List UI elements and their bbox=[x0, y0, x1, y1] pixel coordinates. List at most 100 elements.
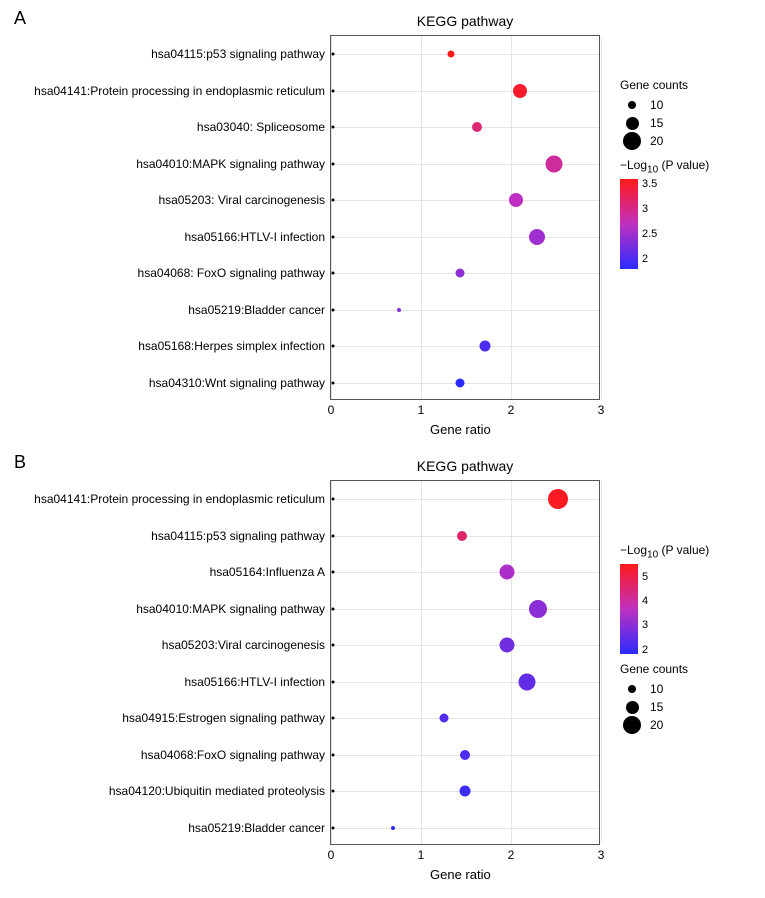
ytick-dot bbox=[332, 607, 335, 610]
figure: AKEGG pathway0123hsa04115:p53 signaling … bbox=[0, 0, 765, 898]
x-axis-title: Gene ratio bbox=[430, 422, 491, 437]
gridline-horizontal bbox=[331, 828, 599, 829]
data-point bbox=[391, 826, 395, 830]
gridline-vertical bbox=[601, 481, 602, 844]
colorbar-tick: 5 bbox=[642, 571, 648, 583]
plot-area: 0123hsa04115:p53 signaling pathwayhsa041… bbox=[330, 35, 600, 400]
x-axis-title: Gene ratio bbox=[430, 867, 491, 882]
gridline-horizontal bbox=[331, 718, 599, 719]
ytick-dot bbox=[332, 53, 335, 56]
legend-size-item: 10 bbox=[620, 96, 709, 114]
ytick-dot bbox=[332, 571, 335, 574]
legend-size-title: Gene counts bbox=[620, 78, 709, 92]
gridline-horizontal bbox=[331, 682, 599, 683]
xtick-label: 1 bbox=[418, 403, 425, 417]
pathway-label: hsa04115:p53 signaling pathway bbox=[151, 529, 325, 543]
ytick-dot bbox=[332, 381, 335, 384]
colorbar-tick: 4 bbox=[642, 595, 648, 607]
ytick-dot bbox=[332, 162, 335, 165]
legend-size-label: 20 bbox=[650, 134, 663, 148]
xtick-label: 1 bbox=[418, 848, 425, 862]
legend-size-title: Gene counts bbox=[620, 662, 709, 676]
gridline-horizontal bbox=[331, 237, 599, 238]
plot-title: KEGG pathway bbox=[415, 458, 515, 474]
data-point bbox=[397, 308, 401, 312]
ytick-dot bbox=[332, 534, 335, 537]
gridline-horizontal bbox=[331, 54, 599, 55]
ytick-dot bbox=[332, 680, 335, 683]
ytick-dot bbox=[332, 753, 335, 756]
colorbar-tick: 3 bbox=[642, 203, 648, 215]
ytick-dot bbox=[332, 717, 335, 720]
gridline-horizontal bbox=[331, 310, 599, 311]
legend-size-label: 15 bbox=[650, 116, 663, 130]
gridline-horizontal bbox=[331, 346, 599, 347]
gridline-horizontal bbox=[331, 200, 599, 201]
legend-size-label: 10 bbox=[650, 98, 663, 112]
panel-label-a: A bbox=[14, 8, 26, 29]
plot-area: 0123hsa04141:Protein processing in endop… bbox=[330, 480, 600, 845]
pathway-label: hsa05219:Bladder cancer bbox=[188, 303, 325, 317]
data-point bbox=[455, 269, 464, 278]
pathway-label: hsa04141:Protein processing in endoplasm… bbox=[34, 84, 325, 98]
pathway-label: hsa04068: FoxO signaling pathway bbox=[138, 266, 325, 280]
xtick-label: 3 bbox=[598, 403, 605, 417]
pathway-label: hsa04010:MAPK signaling pathway bbox=[136, 602, 325, 616]
data-point bbox=[447, 51, 454, 58]
gridline-horizontal bbox=[331, 572, 599, 573]
pathway-label: hsa04068:FoxO signaling pathway bbox=[141, 748, 325, 762]
legend-size-item: 15 bbox=[620, 114, 709, 132]
data-point bbox=[499, 638, 514, 653]
xtick-label: 3 bbox=[598, 848, 605, 862]
data-point bbox=[513, 84, 527, 98]
legend-size-item: 20 bbox=[620, 716, 709, 734]
legend-size-label: 20 bbox=[650, 718, 663, 732]
gridline-horizontal bbox=[331, 645, 599, 646]
ytick-dot bbox=[332, 199, 335, 202]
data-point bbox=[460, 786, 471, 797]
ytick-dot bbox=[332, 126, 335, 129]
pathway-label: hsa05166:HTLV-I infection bbox=[184, 230, 325, 244]
gridline-horizontal bbox=[331, 127, 599, 128]
data-point bbox=[529, 229, 545, 245]
data-point bbox=[509, 193, 523, 207]
data-point bbox=[499, 565, 514, 580]
ytick-dot bbox=[332, 308, 335, 311]
data-point bbox=[472, 122, 482, 132]
pathway-label: hsa04141:Protein processing in endoplasm… bbox=[34, 492, 325, 506]
pathway-label: hsa05203: Viral carcinogenesis bbox=[158, 193, 325, 207]
legend-size-label: 10 bbox=[650, 682, 663, 696]
pathway-label: hsa04115:p53 signaling pathway bbox=[151, 47, 325, 61]
pathway-label: hsa03040: Spliceosome bbox=[197, 120, 325, 134]
ytick-dot bbox=[332, 790, 335, 793]
ytick-dot bbox=[332, 498, 335, 501]
colorbar-tick: 3.5 bbox=[642, 178, 657, 190]
legend-size-dot bbox=[623, 716, 641, 734]
data-point bbox=[546, 155, 563, 172]
pathway-label: hsa04310:Wnt signaling pathway bbox=[149, 376, 325, 390]
legend-size-item: 15 bbox=[620, 698, 709, 716]
colorbar-tick: 2 bbox=[642, 253, 648, 265]
legend-size-item: 10 bbox=[620, 680, 709, 698]
data-point bbox=[440, 714, 449, 723]
xtick-label: 2 bbox=[508, 403, 515, 417]
xtick-label: 0 bbox=[328, 403, 335, 417]
colorbar: 3.532.52 bbox=[620, 179, 638, 269]
xtick-label: 0 bbox=[328, 848, 335, 862]
pathway-label: hsa05166:HTLV-I infection bbox=[184, 675, 325, 689]
data-point bbox=[455, 378, 464, 387]
ytick-dot bbox=[332, 345, 335, 348]
gridline-vertical bbox=[601, 36, 602, 399]
data-point bbox=[479, 341, 490, 352]
legend-size-dot bbox=[623, 132, 641, 150]
gridline-horizontal bbox=[331, 91, 599, 92]
gridline-horizontal bbox=[331, 273, 599, 274]
legend-size-dot bbox=[626, 701, 639, 714]
panel-label-b: B bbox=[14, 452, 26, 473]
gridline-horizontal bbox=[331, 383, 599, 384]
pathway-label: hsa04010:MAPK signaling pathway bbox=[136, 157, 325, 171]
colorbar-tick: 2 bbox=[642, 644, 648, 656]
ytick-dot bbox=[332, 272, 335, 275]
legend-size-dot bbox=[628, 101, 636, 109]
legend-size-label: 15 bbox=[650, 700, 663, 714]
